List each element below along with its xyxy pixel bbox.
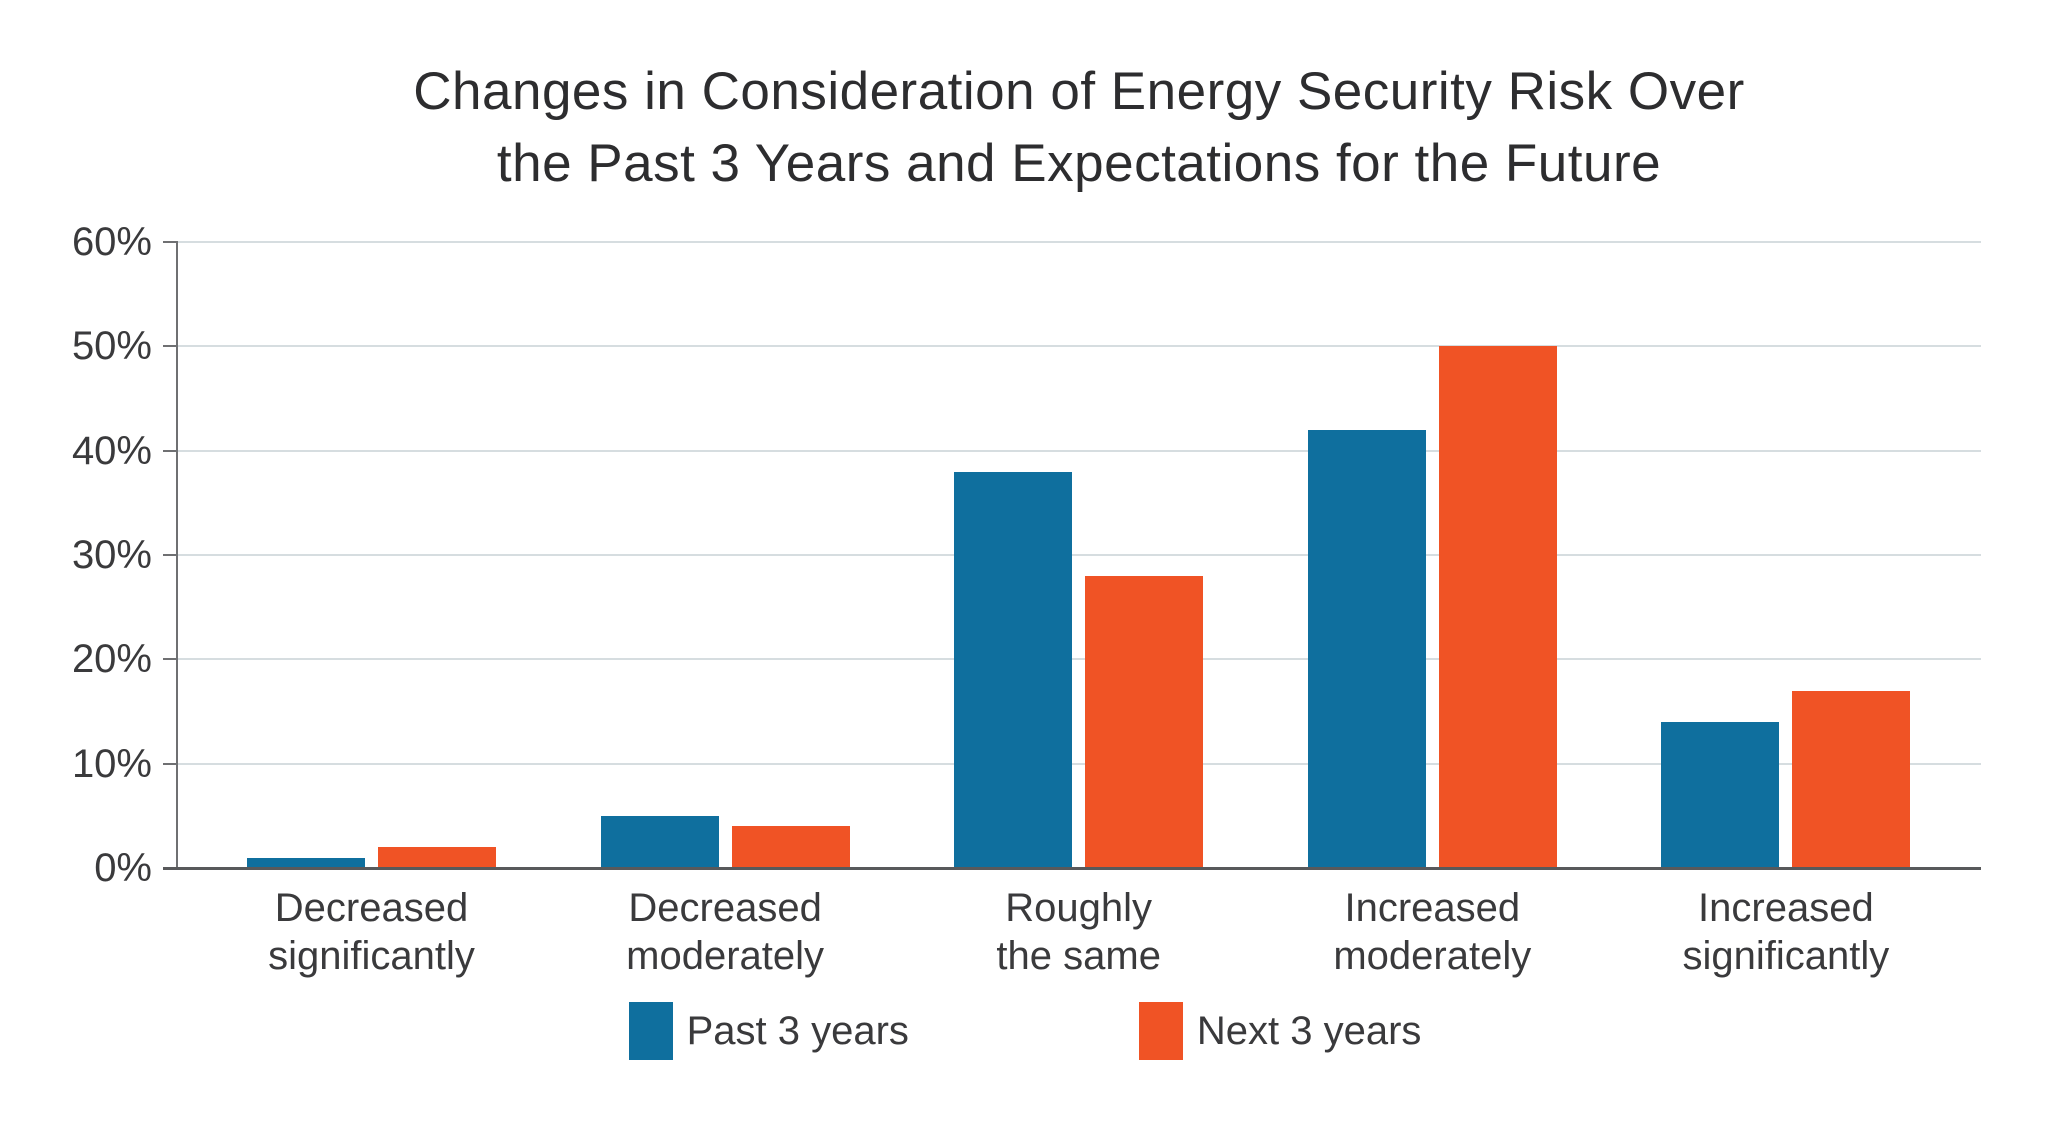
- bar-next-3-years: [731, 826, 850, 868]
- y-axis-label: 10%: [71, 741, 152, 786]
- bar-next-3-years: [1085, 575, 1204, 868]
- y-axis-label: 40%: [71, 428, 152, 473]
- y-axis-tick: [163, 345, 177, 348]
- bar-past-3-years: [1661, 721, 1780, 868]
- chart-title-line2: the Past 3 Years and Expectations for th…: [496, 134, 1662, 193]
- y-axis-tick: [163, 658, 177, 661]
- x-axis-label: Roughly the same: [996, 886, 1161, 978]
- gridline: [177, 658, 1981, 661]
- chart-title: Changes in Consideration of Energy Secur…: [177, 56, 1981, 200]
- gridline: [177, 241, 1981, 243]
- y-axis-tick: [163, 241, 177, 243]
- legend: Past 3 years Next 3 years: [0, 1002, 2050, 1060]
- legend-label: Past 3 years: [686, 1009, 909, 1053]
- y-axis-label: 30%: [71, 533, 152, 577]
- bar-next-3-years: [1438, 346, 1557, 868]
- y-axis-label: 60%: [71, 220, 152, 264]
- bar-past-3-years: [954, 471, 1073, 868]
- legend-item-next-3-years: Next 3 years: [1138, 1002, 1422, 1060]
- chart-title-line1: Changes in Consideration of Energy Secur…: [413, 62, 1745, 121]
- x-axis-line: [163, 867, 1981, 870]
- x-axis-label: Decreased significantly: [268, 886, 475, 978]
- bar-next-3-years: [1792, 690, 1911, 868]
- x-axis-label: Increased significantly: [1682, 886, 1890, 978]
- y-axis-label: 20%: [71, 637, 152, 682]
- x-axis-label: Increased moderately: [1333, 886, 1532, 978]
- x-axis-label: Decreased moderately: [626, 886, 825, 978]
- y-axis-line: [176, 241, 178, 869]
- bar-next-3-years: [378, 847, 496, 868]
- gridline: [177, 449, 1981, 452]
- legend-label: Next 3 years: [1196, 1009, 1422, 1053]
- legend-swatch: [1138, 1002, 1183, 1060]
- y-axis-tick: [163, 554, 177, 556]
- legend-item-past-3-years: Past 3 years: [628, 1002, 909, 1060]
- y-axis-label: 50%: [71, 324, 152, 369]
- bar-past-3-years: [1307, 429, 1426, 868]
- legend-swatch: [628, 1002, 673, 1060]
- gridline: [177, 345, 1981, 348]
- gridline: [177, 762, 1981, 765]
- y-axis-tick: [163, 762, 177, 765]
- gridline: [177, 554, 1981, 556]
- bar-past-3-years: [600, 815, 719, 868]
- y-axis-label: 0%: [94, 846, 152, 890]
- y-axis-tick: [163, 449, 177, 452]
- bar-past-3-years: [247, 857, 365, 868]
